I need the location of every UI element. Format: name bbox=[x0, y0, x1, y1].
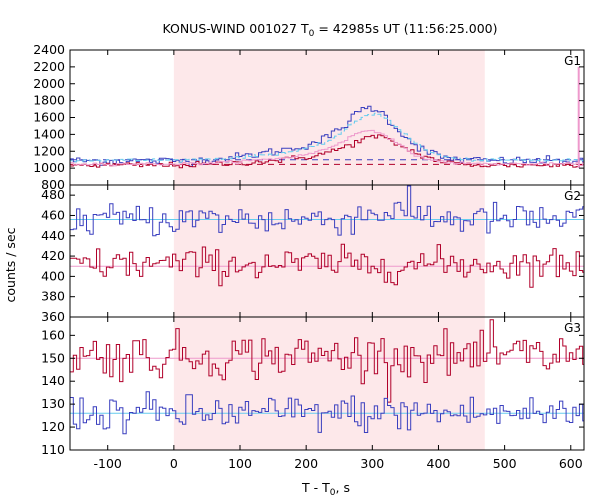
series-blue-steps bbox=[70, 185, 584, 237]
panel-g2: 360 380 400 420 440 460 480 G2 bbox=[41, 184, 585, 324]
panel-label-g2: G2 bbox=[564, 189, 581, 203]
y-tick-label: 480 bbox=[41, 187, 65, 202]
x-axis-label: T - T0, s bbox=[301, 480, 350, 498]
y-tick-label: 2200 bbox=[33, 59, 65, 74]
series-red-steps bbox=[70, 319, 584, 403]
panel-frame bbox=[69, 316, 585, 451]
x-tick-label: 600 bbox=[559, 456, 583, 471]
chart-title: KONUS-WIND 001027 T0 = 42985s UT (11:56:… bbox=[162, 21, 497, 39]
x-axis-label-main: T - T bbox=[301, 480, 330, 495]
plot-area bbox=[70, 66, 584, 169]
plot-area bbox=[70, 185, 584, 288]
y-tick-label: 130 bbox=[41, 396, 65, 411]
series-pink-steps bbox=[70, 129, 584, 167]
y-tick-label: 140 bbox=[41, 373, 65, 388]
chart-title-subscript: 0 bbox=[309, 29, 315, 39]
y-axis-label: counts / sec bbox=[3, 227, 18, 302]
x-axis-label-subscript: 0 bbox=[330, 488, 336, 498]
y-tick-label: 400 bbox=[41, 268, 65, 283]
series-blue-steps bbox=[70, 391, 584, 435]
y-tick-label: 440 bbox=[41, 228, 65, 243]
y-tick-label: 2400 bbox=[33, 42, 65, 57]
y-tick-label: 1000 bbox=[33, 160, 65, 175]
panel-label-g3: G3 bbox=[564, 321, 581, 335]
y-tick-label: 380 bbox=[41, 289, 65, 304]
x-tick-label: 500 bbox=[493, 456, 517, 471]
x-tick-label: 0 bbox=[170, 456, 178, 471]
chart-title-main: KONUS-WIND 001027 T bbox=[162, 21, 308, 36]
y-tick-label: 160 bbox=[41, 327, 65, 342]
y-tick-label: 1200 bbox=[33, 143, 65, 158]
plot-area bbox=[70, 319, 584, 435]
x-tick-label: 300 bbox=[360, 456, 384, 471]
y-tick-label: 120 bbox=[41, 419, 65, 434]
y-tick-label: 1600 bbox=[33, 110, 65, 125]
highlight-interval bbox=[173, 50, 485, 185]
y-tick-label: 360 bbox=[41, 309, 65, 324]
y-tick-label: 150 bbox=[41, 350, 65, 365]
y-tick-label: 1400 bbox=[33, 126, 65, 141]
y-tick-label: 2000 bbox=[33, 76, 65, 91]
x-axis-label-rest: , s bbox=[336, 480, 350, 495]
x-tick-label: 100 bbox=[228, 456, 252, 471]
panels-group: 80010001200140016001800200022002400G1360… bbox=[33, 42, 585, 471]
series-blue-steps bbox=[70, 105, 584, 167]
x-tick-label: 400 bbox=[427, 456, 451, 471]
y-tick-label: 420 bbox=[41, 248, 65, 263]
y-tick-label: 1800 bbox=[33, 93, 65, 108]
x-tick-label: -100 bbox=[94, 456, 122, 471]
series-cyan-steps bbox=[70, 112, 584, 163]
highlight-interval bbox=[173, 317, 485, 450]
highlight-interval bbox=[173, 185, 485, 317]
panel-g3: 110 120 130 140 150 160 G3 bbox=[41, 316, 585, 457]
y-tick-label: 460 bbox=[41, 207, 65, 222]
series-red-steps bbox=[70, 243, 584, 288]
x-tick-label: 200 bbox=[294, 456, 318, 471]
chart-title-rest: = 42985s UT (11:56:25.000) bbox=[314, 21, 497, 36]
panel-label-g1: G1 bbox=[564, 54, 581, 68]
y-tick-label: 800 bbox=[41, 177, 65, 192]
y-tick-label: 110 bbox=[41, 442, 65, 457]
